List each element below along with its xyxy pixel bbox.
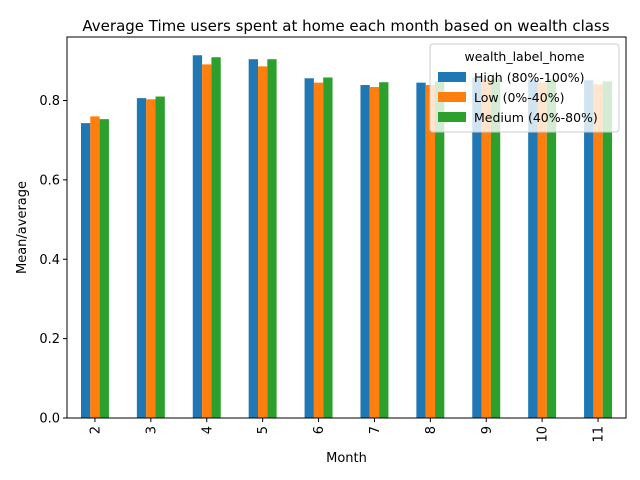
bar-medium-month-3 (155, 96, 165, 418)
x-tick-label: 2 (88, 426, 103, 434)
y-tick-label: 0.6 (39, 173, 60, 188)
bar-medium-month-2 (99, 119, 109, 419)
bar-low-month-10 (537, 82, 547, 418)
axes-frame (66, 36, 627, 419)
bar-high-month-5 (248, 59, 258, 418)
bar-high-month-10 (528, 79, 538, 419)
bar-low-month-4 (202, 64, 212, 418)
legend-label: Medium (40%-80%) (474, 110, 598, 125)
bar-low-month-7 (369, 87, 380, 418)
y-tick-label: 0.8 (39, 94, 60, 109)
bar-high-month-2 (80, 123, 91, 419)
legend-title: wealth_label_home (464, 49, 584, 64)
bar-medium-month-8 (435, 81, 445, 418)
legend-label: Low (0%-40%) (474, 90, 564, 105)
x-tick-label: 5 (256, 426, 271, 434)
legend: wealth_label_home High (80%-100%) Low (0%-… (429, 43, 620, 133)
legend-swatch (438, 112, 466, 122)
bar-medium-month-10 (546, 79, 557, 418)
bar-high-month-11 (584, 80, 594, 418)
x-tick-label: 4 (200, 426, 215, 434)
x-tick-label: 6 (312, 426, 327, 434)
bar-high-month-3 (136, 98, 147, 419)
bar-medium-month-9 (490, 77, 501, 418)
y-tick-label: 0.2 (39, 332, 60, 347)
y-tick-label: 0.4 (39, 253, 60, 268)
bar-high-month-7 (360, 85, 370, 419)
x-tick-label: 3 (144, 426, 159, 434)
x-axis-title: Month (326, 451, 367, 466)
x-tick-label: 7 (368, 426, 383, 434)
bar-low-month-5 (257, 66, 268, 419)
bar-low-month-6 (313, 82, 324, 418)
bar-high-month-9 (472, 77, 482, 418)
bar-low-month-3 (146, 99, 156, 418)
bar-low-month-11 (593, 84, 603, 418)
bar-medium-month-6 (323, 77, 333, 418)
x-tick-label: 10 (536, 426, 551, 443)
y-tick-label: 0.0 (39, 412, 60, 427)
x-tick-label: 11 (592, 426, 607, 443)
bar-low-month-9 (481, 79, 491, 418)
bar-high-month-6 (304, 78, 314, 419)
legend-swatch (438, 92, 466, 102)
x-tick-label: 8 (424, 426, 439, 434)
y-axis-title: Mean/average (15, 181, 30, 274)
x-tick-label: 9 (480, 426, 495, 434)
bar-low-month-2 (90, 116, 100, 419)
bar-high-month-4 (192, 55, 203, 418)
bar-medium-month-4 (211, 57, 221, 419)
bar-high-month-8 (416, 82, 426, 418)
bar-medium-month-7 (379, 82, 389, 419)
legend-box (429, 43, 620, 133)
legend-swatch (438, 72, 466, 82)
chart-title: Average Time users spent at home each mo… (82, 17, 609, 35)
legend-label: High (80%-100%) (474, 70, 585, 85)
bar-medium-month-11 (602, 81, 613, 418)
bar-medium-month-5 (267, 59, 277, 418)
plot-area: 2 3 4 5 6 7 8 9 10 11 0.0 0.2 0.4 0.6 0.8 (39, 36, 627, 443)
bar-low-month-8 (425, 85, 436, 419)
